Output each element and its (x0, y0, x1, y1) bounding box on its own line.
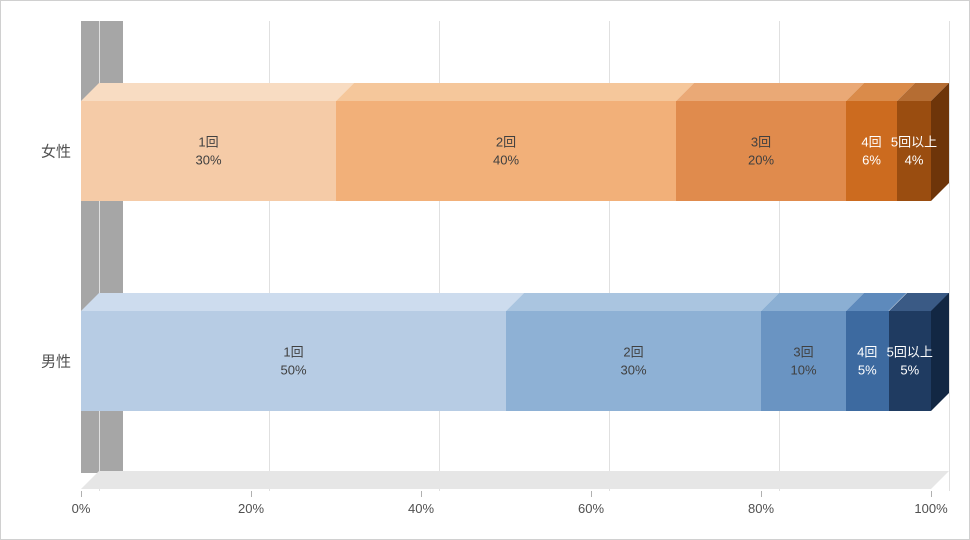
stacked-bar-chart: 女性 男性 0% 20% 40% 60% 80% 100% 1回30% 2回40% 3回20% 4… (0, 0, 970, 540)
bar-segment-top-face (761, 293, 846, 311)
bar-segment-top-face (336, 83, 676, 101)
bar-segment: 4回5% (846, 311, 889, 411)
chart-floor (81, 471, 931, 489)
bar-segment-top-face (81, 293, 506, 311)
bar-segment-label: 2回40% (493, 133, 519, 168)
bar-segment-label: 3回20% (748, 133, 774, 168)
x-axis-tick-label: 60% (578, 501, 604, 516)
bar-segment-label: 1回30% (195, 133, 221, 168)
x-axis-tick-label: 100% (914, 501, 947, 516)
bar-segment-label: 4回6% (861, 133, 881, 168)
bar-segment-side-face (931, 293, 949, 411)
bar-segment-top-face (81, 83, 336, 101)
bar-segment: 2回40% (336, 101, 676, 201)
bar-row-女性: 1回30% 2回40% 3回20% 4回6% 5回以上4% (81, 101, 931, 201)
x-axis-tick (591, 491, 592, 497)
x-axis-tick (81, 491, 82, 497)
bar-segment-top-face (676, 83, 846, 101)
bar-segment: 3回20% (676, 101, 846, 201)
bar-segment: 4回6% (846, 101, 897, 201)
y-axis-label-female: 女性 (11, 141, 71, 162)
x-axis-tick-label: 40% (408, 501, 434, 516)
bar-segment-top-face (846, 293, 889, 311)
bar-row-男性: 1回50% 2回30% 3回10% 4回5% 5回以上5% (81, 311, 931, 411)
bar-segment-top-face (506, 293, 761, 311)
bar-segment-label: 2回30% (620, 343, 646, 378)
bar-segment: 5回以上4% (897, 101, 931, 201)
x-axis-tick (931, 491, 932, 497)
bar-segment: 3回10% (761, 311, 846, 411)
bar-segment-label: 4回5% (857, 343, 877, 378)
bar-segment: 5回以上5% (889, 311, 932, 411)
bar-segment: 1回50% (81, 311, 506, 411)
y-axis-label-male: 男性 (11, 351, 71, 372)
bar-segment: 1回30% (81, 101, 336, 201)
bar-segment-label: 1回50% (280, 343, 306, 378)
bar-segment-label: 5回以上4% (891, 133, 937, 168)
bar-segment-top-face (846, 83, 897, 101)
x-axis-tick-label: 20% (238, 501, 264, 516)
bar-segment-top-face (897, 83, 931, 101)
bar-segment-top-face (889, 293, 932, 311)
bar-segment-label: 5回以上5% (887, 343, 933, 378)
x-axis-tick (421, 491, 422, 497)
bar-segment: 2回30% (506, 311, 761, 411)
grid-line (949, 21, 950, 491)
x-axis-tick (761, 491, 762, 497)
x-axis-tick-label: 0% (72, 501, 91, 516)
x-axis-tick (251, 491, 252, 497)
bar-segment-label: 3回10% (790, 343, 816, 378)
x-axis-tick-label: 80% (748, 501, 774, 516)
